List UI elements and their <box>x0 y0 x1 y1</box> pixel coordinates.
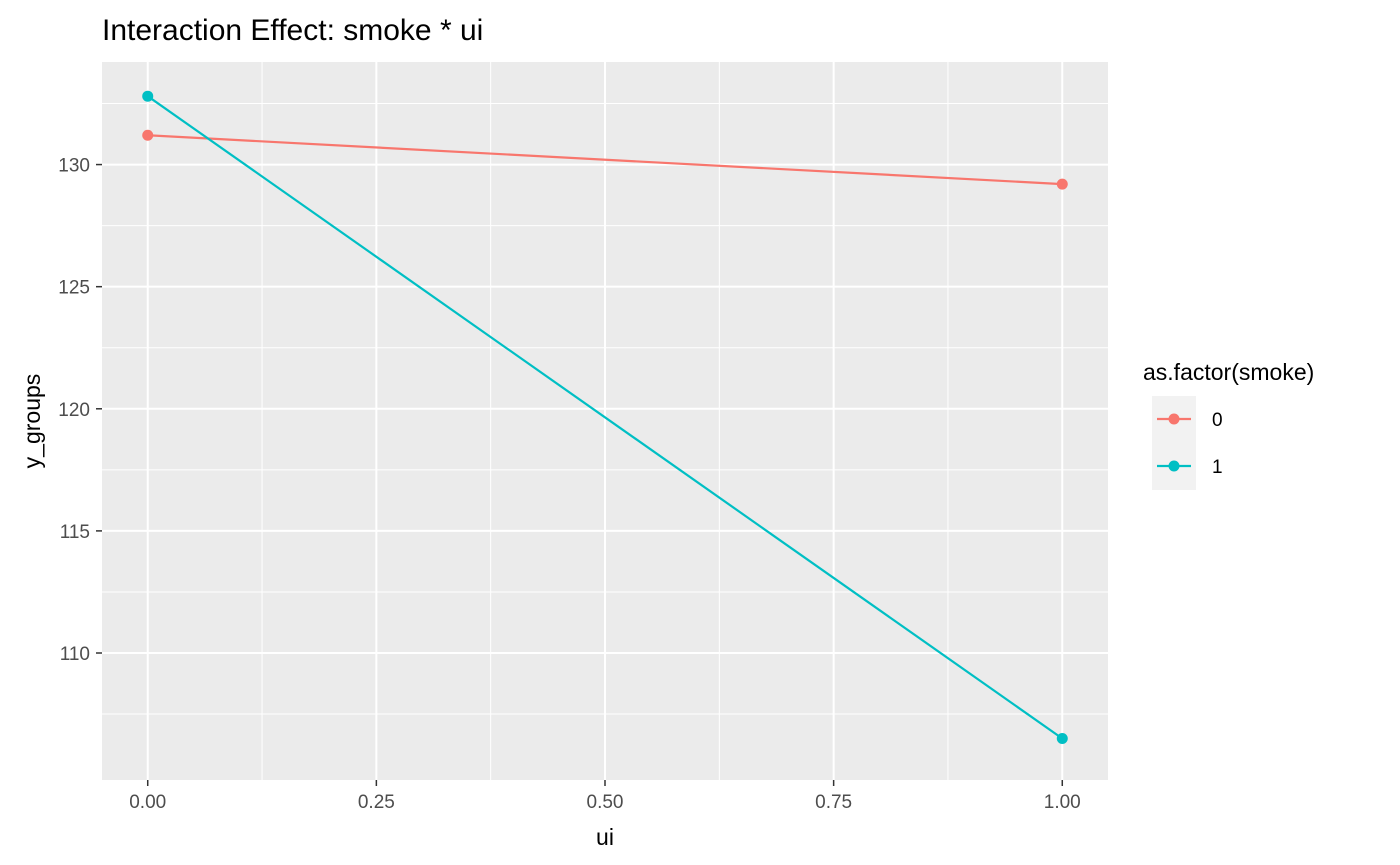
legend: as.factor(smoke) 0 1 <box>1143 359 1314 490</box>
x-tick-label: 1.00 <box>1044 792 1081 813</box>
series-layer <box>142 90 1068 744</box>
legend-title: as.factor(smoke) <box>1143 359 1314 385</box>
data-point-0 <box>1056 178 1068 190</box>
y-tick-label: 125 <box>58 278 90 299</box>
data-point-1 <box>1056 732 1068 744</box>
major-gridlines <box>102 62 1108 780</box>
y-axis-title: y_groups <box>19 374 45 469</box>
series-line-1 <box>147 95 1063 740</box>
x-tick-label: 0.50 <box>587 792 624 813</box>
legend-key-point <box>1168 413 1180 425</box>
y-axis: 110 115 120 125 130 <box>58 156 102 665</box>
y-tick-label: 120 <box>58 400 90 421</box>
legend-key-point <box>1168 460 1180 472</box>
series-line-0 <box>147 134 1063 186</box>
chart-title: Interaction Effect: smoke * ui <box>102 14 483 47</box>
x-axis-title: ui <box>596 824 614 850</box>
x-tick-label: 0.75 <box>815 792 852 813</box>
legend-label: 0 <box>1212 410 1223 431</box>
data-point-0 <box>142 129 154 141</box>
data-point-1 <box>142 90 154 102</box>
y-tick-label: 115 <box>60 522 90 543</box>
x-tick-label: 0.25 <box>358 792 395 813</box>
x-tick-label: 0.00 <box>129 792 166 813</box>
y-tick-label: 110 <box>60 644 90 665</box>
x-axis: 0.00 0.25 0.50 0.75 1.00 <box>129 780 1081 813</box>
y-tick-label: 130 <box>58 156 90 177</box>
legend-label: 1 <box>1212 457 1223 478</box>
